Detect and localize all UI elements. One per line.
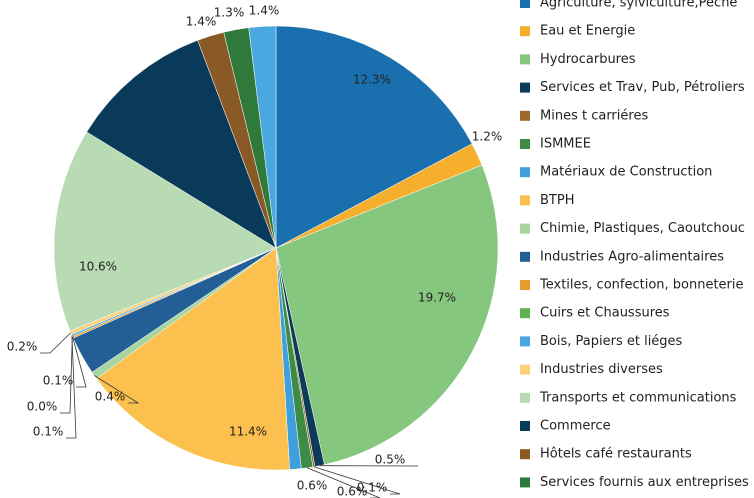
leader-line — [60, 336, 73, 414]
legend-label: Services et Trav, Pub, Pétroliers — [540, 80, 745, 95]
value-label: 19.7% — [418, 291, 456, 305]
legend-swatch — [520, 54, 530, 65]
pie-slice — [53, 131, 277, 332]
legend-label: ISMMEE — [540, 137, 591, 152]
legend-swatch — [520, 392, 530, 403]
legend-label: Commerce — [540, 419, 611, 434]
leader-line — [307, 467, 381, 498]
legend-swatch — [520, 82, 530, 93]
value-label: 0.5% — [375, 453, 406, 467]
value-label: 0.2% — [7, 340, 38, 354]
pie-slice — [96, 247, 290, 471]
legend-label: Textiles, confection, bonneterie — [539, 278, 744, 293]
value-label: 0.1% — [33, 425, 64, 439]
legend-swatch — [520, 477, 530, 488]
legend-swatch — [520, 223, 530, 234]
value-label: 1.3% — [214, 6, 245, 20]
value-label: 0.1% — [357, 481, 388, 495]
legend-label: Bois, Papiers et liéges — [540, 334, 683, 349]
value-label: 0.0% — [27, 400, 58, 414]
legend-swatch — [520, 421, 530, 431]
value-label: 10.6% — [79, 260, 117, 274]
legend-swatch — [520, 251, 530, 262]
value-label: 0.6% — [297, 479, 328, 493]
legend-swatch — [520, 280, 530, 290]
legend-label: Cuirs et Chaussures — [540, 306, 670, 321]
legend-swatch — [520, 167, 530, 178]
leader-line — [66, 335, 77, 439]
legend-swatch — [520, 26, 530, 37]
legend-label: BTPH — [540, 193, 574, 208]
value-label: 11.4% — [229, 425, 267, 439]
legend-swatch — [520, 336, 530, 347]
value-label: 1.2% — [472, 130, 503, 144]
legend-swatch — [520, 364, 530, 375]
legend-swatch — [520, 308, 530, 319]
value-label: 0.1% — [43, 374, 74, 388]
legend-label: Eau et Energie — [540, 24, 635, 39]
value-label: 0.4% — [95, 390, 126, 404]
value-label: 12.3% — [353, 73, 391, 87]
pie-slice — [275, 164, 499, 465]
legend-label: Services fournis aux entreprises — [540, 475, 749, 490]
legend-swatch — [520, 0, 530, 8]
legend-label: Chimie, Plastiques, Caoutchouc — [540, 221, 745, 236]
legend-swatch — [520, 110, 530, 121]
legend-label: Industries diverses — [540, 362, 663, 377]
leader-line — [313, 466, 401, 495]
leader-line — [40, 332, 72, 354]
legend-label: Agriculture, sylviculture,Pêche — [540, 0, 737, 11]
value-label: 1.4% — [249, 4, 280, 18]
pie-slice — [275, 25, 473, 249]
pie-slice — [248, 25, 277, 249]
legend-label: Industries Agro-alimentaires — [540, 249, 724, 264]
legend-swatch — [520, 195, 530, 206]
legend-label: Transports et communications — [539, 390, 737, 405]
legend-label: Matériaux de Construction — [540, 165, 712, 180]
legend-label: Hôtels café restaurants — [540, 447, 692, 462]
legend-label: Mines t carriéres — [540, 108, 648, 123]
leader-line — [94, 375, 140, 404]
pie-slice — [86, 39, 277, 249]
legend-label: Hydrocarbures — [540, 52, 636, 67]
legend-swatch — [520, 449, 530, 460]
legend-swatch — [520, 139, 530, 149]
value-label: 1.4% — [186, 15, 217, 29]
leader-line — [72, 337, 87, 388]
value-label: 0.6% — [337, 485, 368, 498]
